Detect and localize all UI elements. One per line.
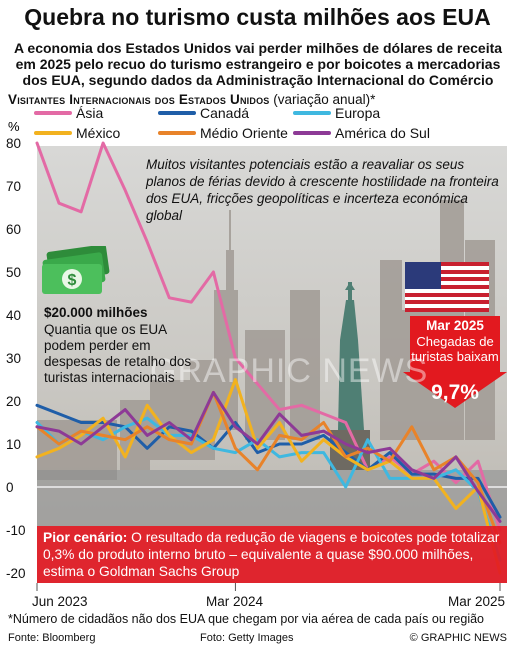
svg-text:$: $ <box>68 272 77 289</box>
x-tick-label-1: Mar 2024 <box>206 594 264 609</box>
series-line-médio-oriente <box>35 390 502 545</box>
legend-label: México <box>76 125 121 141</box>
chart-title-note: (variação anual)* <box>273 92 376 107</box>
series-line-américa-do-sul <box>35 390 502 523</box>
series-lines <box>35 141 502 575</box>
legend-label: Médio Oriente <box>200 125 288 141</box>
money-text: Quantia que os EUA podem perder em despe… <box>44 322 192 385</box>
y-tick-label: 70 <box>6 179 21 194</box>
y-tick-label: 0 <box>6 480 14 495</box>
legend-label: América do Sul <box>335 125 430 141</box>
annotation-top: Muitos visitantes potenciais estão a rea… <box>146 157 499 223</box>
y-axis-ticks: % 80 70 60 50 40 30 20 10 0 -10 -20 <box>6 119 26 581</box>
y-tick-label: -10 <box>6 523 26 538</box>
y-tick-label: 80 <box>6 136 21 151</box>
copyright: © GRAPHIC NEWS <box>409 632 507 644</box>
page-title: Quebra no turismo custa milhões aos EUA <box>24 4 491 30</box>
legend-label: Europa <box>335 105 380 121</box>
source: Fonte: Bloomberg <box>8 632 96 644</box>
page-subtitle: A economia dos Estados Unidos vai perder… <box>13 40 503 88</box>
photo-credit: Foto: Getty Images <box>200 632 294 644</box>
legend-label: Canadá <box>200 105 249 121</box>
footnote: *Número de cidadãos não dos EUA que cheg… <box>8 612 485 626</box>
arrow-value: 9,7% <box>431 381 479 404</box>
y-tick-label: 50 <box>6 265 21 280</box>
chart-title: Visitantes Internacionais dos Estados Un… <box>8 92 270 107</box>
us-flag-icon <box>405 262 489 312</box>
y-axis-unit: % <box>8 119 20 134</box>
y-tick-label: 40 <box>6 308 21 323</box>
x-tick-label-0: Jun 2023 <box>32 594 88 609</box>
worst-case-box: Pior cenário: O resultado da redução de … <box>37 526 507 583</box>
legend-label: Ásia <box>76 105 103 121</box>
x-tick-label-2: Mar 2025 <box>448 594 506 609</box>
money-title: $20.000 milhões <box>44 305 148 320</box>
arrow-title: Mar 2025 <box>426 318 484 333</box>
y-tick-label: 10 <box>6 437 21 452</box>
arrow-text: Chegadas de turistas baixam <box>411 334 499 364</box>
y-tick-label: 30 <box>6 351 21 366</box>
worst-case-label: Pior cenário: <box>43 530 128 545</box>
red-arrow <box>403 316 507 408</box>
chart-title-block: Visitantes Internacionais dos Estados Un… <box>8 92 375 107</box>
x-axis-ticks <box>36 583 501 591</box>
worst-case-text: O resultado da redução de viagens e boic… <box>43 530 500 579</box>
watermark: GRAPHIC NEWS <box>150 352 429 390</box>
y-tick-label: 20 <box>6 394 21 409</box>
series-line-ásia <box>35 141 502 532</box>
y-tick-label: -20 <box>6 566 26 581</box>
legend: Ásia Canadá Europa México Médio Oriente Améri… <box>34 105 430 141</box>
money-icon: $ <box>42 246 110 294</box>
y-tick-label: 60 <box>6 222 21 237</box>
